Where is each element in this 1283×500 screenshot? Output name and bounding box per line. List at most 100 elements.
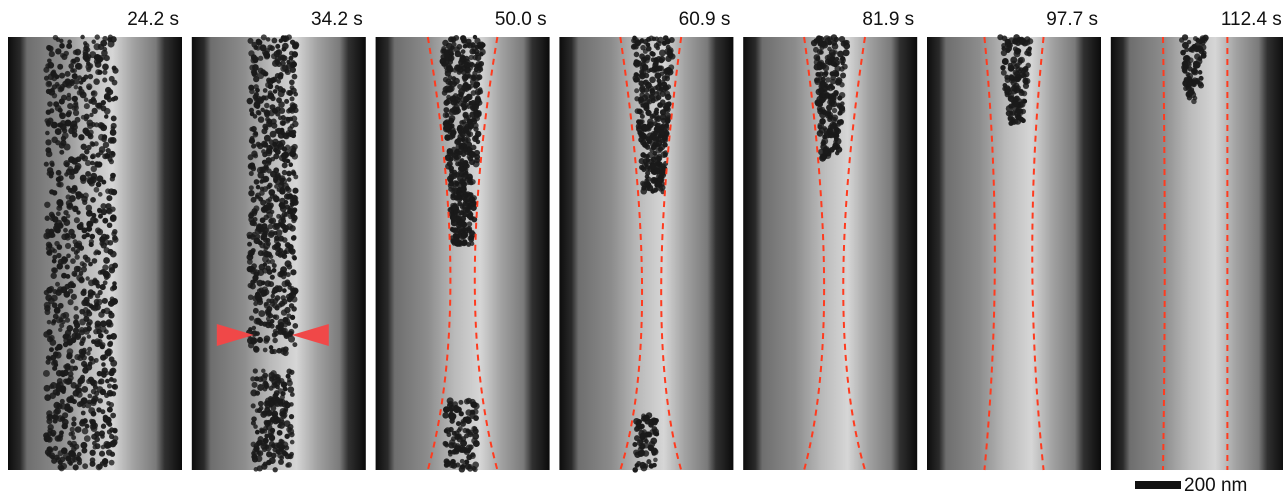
particle (817, 106, 823, 112)
particle (104, 240, 110, 246)
particle (57, 286, 63, 292)
particle (70, 258, 76, 264)
particle (108, 341, 113, 346)
particle (265, 198, 271, 204)
particle (94, 431, 100, 437)
particle (290, 269, 296, 275)
particle (69, 195, 76, 202)
particle (47, 424, 53, 430)
particle (87, 319, 93, 325)
particle (286, 369, 292, 375)
particle (71, 431, 75, 435)
particle (290, 440, 295, 445)
particle (76, 210, 80, 214)
particle (454, 97, 461, 104)
particle (832, 115, 838, 121)
particle (65, 71, 71, 77)
particle (71, 446, 77, 452)
particle (461, 49, 466, 54)
particle (45, 147, 51, 153)
time-label: 50.0 s (495, 9, 547, 30)
particle (247, 98, 254, 105)
particle (278, 101, 285, 108)
particle (652, 135, 659, 142)
particle (666, 45, 671, 50)
particle (96, 407, 101, 412)
particle (814, 78, 819, 83)
particle (647, 99, 652, 104)
particle (273, 415, 278, 420)
particle (264, 110, 270, 116)
particle (459, 57, 464, 62)
particle (272, 349, 277, 354)
particle (657, 182, 662, 187)
particle (256, 39, 262, 45)
particle (112, 80, 118, 86)
particle (268, 189, 275, 196)
particle (817, 130, 824, 137)
particle (74, 306, 79, 311)
particle (1006, 45, 1012, 51)
particle (1187, 81, 1193, 87)
particle (106, 401, 111, 406)
particle (248, 154, 254, 160)
particle (95, 69, 101, 75)
time-label: 112.4 s (1221, 9, 1282, 30)
particle (444, 49, 450, 55)
particle (270, 301, 275, 306)
particle (471, 117, 476, 122)
particle (95, 162, 101, 168)
particle (653, 61, 659, 67)
page: {"panels": [{"time": "24.2 s"}, {"time":… (0, 0, 1283, 495)
particle (62, 423, 68, 429)
particle (263, 462, 268, 467)
particle (840, 56, 845, 61)
particle (449, 157, 454, 162)
particle (76, 391, 83, 398)
particle (55, 48, 61, 54)
particle (644, 418, 651, 425)
particle (274, 305, 279, 310)
particle (1201, 37, 1207, 43)
particle (260, 411, 267, 418)
particle (104, 443, 110, 449)
particle (818, 99, 823, 104)
particle (285, 186, 290, 191)
particle (293, 92, 298, 97)
particle (68, 156, 75, 163)
particle (635, 77, 640, 82)
particle (79, 319, 86, 326)
particle (284, 401, 289, 406)
particle (45, 228, 50, 233)
particle (652, 187, 657, 192)
particle (266, 320, 271, 325)
particle (59, 43, 65, 49)
particle (280, 266, 287, 273)
particle (79, 153, 85, 159)
particle (84, 435, 91, 442)
particle (1019, 39, 1024, 44)
particle (272, 268, 277, 273)
particle (89, 450, 95, 456)
particle (94, 43, 101, 50)
particle (651, 52, 656, 57)
particle (89, 419, 94, 424)
particle (249, 250, 255, 256)
particle (79, 327, 85, 333)
particle (112, 66, 117, 71)
particle (264, 302, 270, 308)
particle (471, 426, 477, 432)
particle (1023, 80, 1028, 85)
particle (818, 40, 823, 45)
particle (248, 190, 254, 196)
particle (57, 263, 63, 269)
particle (43, 370, 50, 377)
particle (81, 349, 87, 355)
particle (447, 148, 453, 154)
particle (110, 173, 116, 179)
particle (90, 142, 95, 147)
particle (52, 259, 57, 264)
particle (65, 318, 70, 323)
particle (286, 90, 292, 96)
particle (282, 288, 287, 293)
